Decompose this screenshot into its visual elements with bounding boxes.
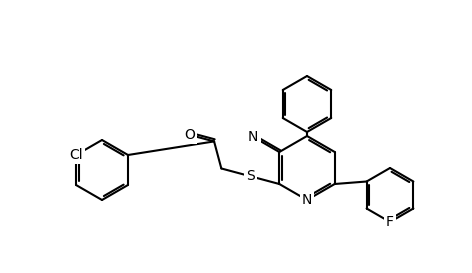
- Text: N: N: [248, 130, 259, 144]
- Text: S: S: [246, 169, 255, 183]
- Text: N: N: [302, 193, 312, 207]
- Text: O: O: [185, 128, 195, 142]
- Text: Cl: Cl: [69, 148, 83, 162]
- Text: F: F: [386, 215, 394, 229]
